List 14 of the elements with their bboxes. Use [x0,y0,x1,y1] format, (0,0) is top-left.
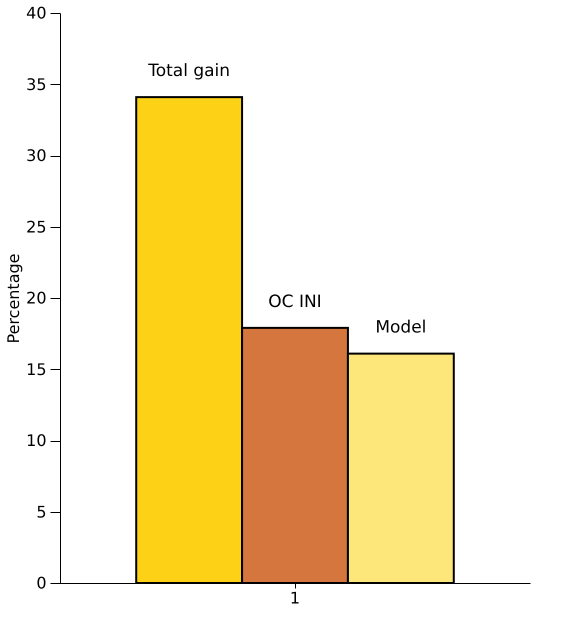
y-tick-label: 25 [26,217,46,236]
y-tick-label: 40 [26,4,46,22]
y-tick-label: 30 [26,146,46,165]
x-tick-label: 1 [290,588,300,608]
series-label: OC INI [268,292,322,312]
y-tick-label: 10 [26,431,46,450]
y-tick-label: 35 [26,74,46,94]
y-tick-label: 0 [36,574,46,592]
series-label: Model [375,318,426,338]
y-tick-label: 5 [36,502,46,522]
y-tick-label: 15 [26,360,46,379]
y-tick-label: 20 [26,288,46,308]
series-label: Total gain [147,61,230,82]
y-axis-title: Percentage [4,253,24,344]
